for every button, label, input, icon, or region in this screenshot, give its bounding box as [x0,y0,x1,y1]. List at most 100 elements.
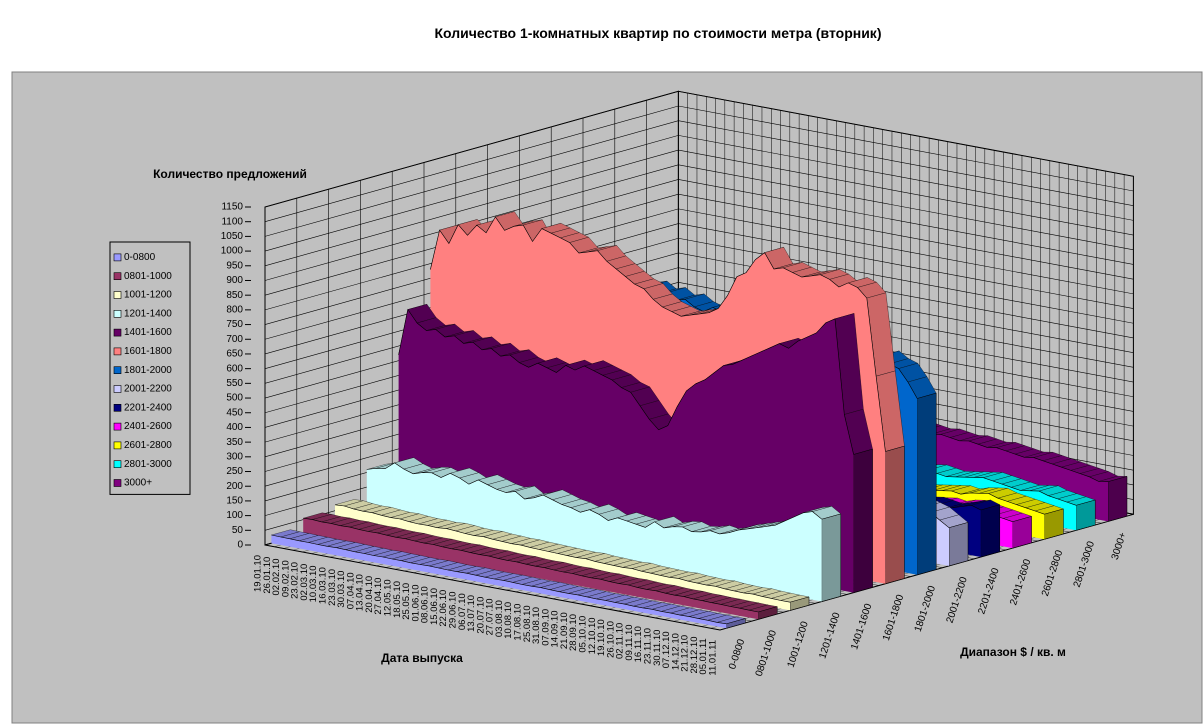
y-tick-label: 850 [226,290,243,301]
legend-label: 1001-1200 [124,290,172,301]
x-tick-label: 02.02.10 [271,559,282,596]
x-tick-label: 20.07.10 [475,597,486,634]
ribbon-end [821,513,842,602]
ribbon-end [885,445,905,585]
series-line [334,504,791,603]
x-tick-label: 26.01.10 [262,557,273,594]
y-tick-label: 750 [226,319,243,330]
grid-line [678,179,1134,265]
y-tick-label: 1100 [221,216,243,227]
x-tick-label: 01.06.10 [410,585,421,622]
grid-line [678,223,1134,309]
x-tick-label: 29.06.10 [448,591,459,628]
legend-label: 2001-2200 [124,384,172,395]
legend-swatch [113,272,122,281]
legend-swatch [113,479,122,487]
x-tick-label: 31.08.10 [531,607,542,644]
legend-swatch [113,366,122,375]
legend-swatch [113,385,122,393]
x-tick-label: 13.07.10 [466,595,477,632]
ribbon-end [1075,499,1096,531]
ribbon-face [366,462,822,602]
x-tick-label: 05.10.10 [578,616,589,653]
ribbon-end [948,522,969,567]
y-tick-label: 50 [232,525,244,536]
x-tick-label: 06.07.10 [457,593,468,630]
x-tick-label: 20.04.10 [364,576,375,613]
x-tick-label: 09.11.10 [624,624,635,660]
y-tick-label: 700 [226,334,243,345]
series-line [366,462,822,535]
x-tick-label: 23.11.10 [643,628,654,664]
ribbon-end [980,504,1001,558]
x-tick-label: 03.08.10 [494,600,505,637]
x-tick-label: 26.10.10 [605,621,616,658]
ribbon-end [1044,508,1064,540]
y-tick-label: 450 [226,407,243,418]
x-tick-label: 27.07.10 [485,598,496,635]
ribbon-end [916,392,937,576]
x-tick-label: 21.09.10 [559,612,570,649]
x-tick-label: 30.03.10 [336,571,347,608]
grid-line [678,135,1134,221]
grid-line [678,105,1134,192]
y-tick-label: 100 [226,510,243,521]
series-line [430,216,886,452]
legend-label: 0-0800 [124,252,156,263]
x-tick-label: 28.12.10 [689,637,700,674]
legend-label: 1401-1600 [124,327,172,338]
x-tick-label: 16.11.10 [633,626,644,662]
x-tick-label: 09.02.10 [280,560,291,597]
legend-swatch [113,328,122,337]
y-tick-label: 350 [226,437,243,448]
x-tick-label: 17.08.10 [513,604,524,641]
x-axis-title: Дата выпуска [381,651,463,665]
legend-label: 2801-3000 [124,459,172,470]
grid-line [264,120,679,237]
legend-swatch [113,309,122,318]
x-tick-label: 18.05.10 [392,581,403,618]
y-tick-label: 950 [226,260,243,271]
x-tick-label: 10.08.10 [503,602,514,639]
ribbon-face [335,504,790,611]
x-tick-label: 25.05.10 [401,583,412,620]
legend-swatch [113,347,122,356]
legend-swatch [113,422,122,431]
y-tick-label: 900 [226,275,243,286]
x-tick-label: 08.06.10 [420,586,431,623]
x-tick-label: 11.01.11 [708,640,719,676]
ribbons [271,211,1128,629]
z-axis-title: Диапазон $ / кв. м [960,645,1066,659]
grid-line [678,149,1134,236]
legend-label: 0801-1000 [124,271,172,282]
legend-swatch [113,441,122,450]
grid-line [264,149,679,267]
x-tick-label: 23.03.10 [327,569,338,606]
grid-line [678,164,1134,251]
y-tick-label: 650 [226,349,243,360]
floor-line [264,544,721,631]
x-tick-label: 28.09.10 [568,614,579,651]
series-line [303,517,759,613]
x-tick-label: 02.11.10 [615,623,626,659]
ribbon-end [853,448,873,593]
x-tick-label: 19.01.10 [253,555,264,592]
x-tick-label: 15.06.10 [429,588,440,625]
ribbon-end [1012,515,1032,549]
ribbon-end [1107,476,1128,522]
x-tick-label: 16.03.10 [318,567,329,604]
x-tick-label: 30.11.10 [652,630,663,666]
grid-line [678,208,1134,295]
grid-line [264,135,679,252]
legend-swatch [113,403,122,412]
y-tick-label: 150 [226,496,243,507]
series-line [398,308,854,455]
x-tick-label: 27.04.10 [373,578,384,615]
grid-line [678,91,1134,177]
y-tick-label: 200 [226,481,243,492]
x-tick-label: 22.06.10 [438,590,449,627]
legend-swatch [113,253,122,262]
y-tick-label: 300 [226,451,243,462]
x-tick-label: 12.05.10 [383,579,394,616]
